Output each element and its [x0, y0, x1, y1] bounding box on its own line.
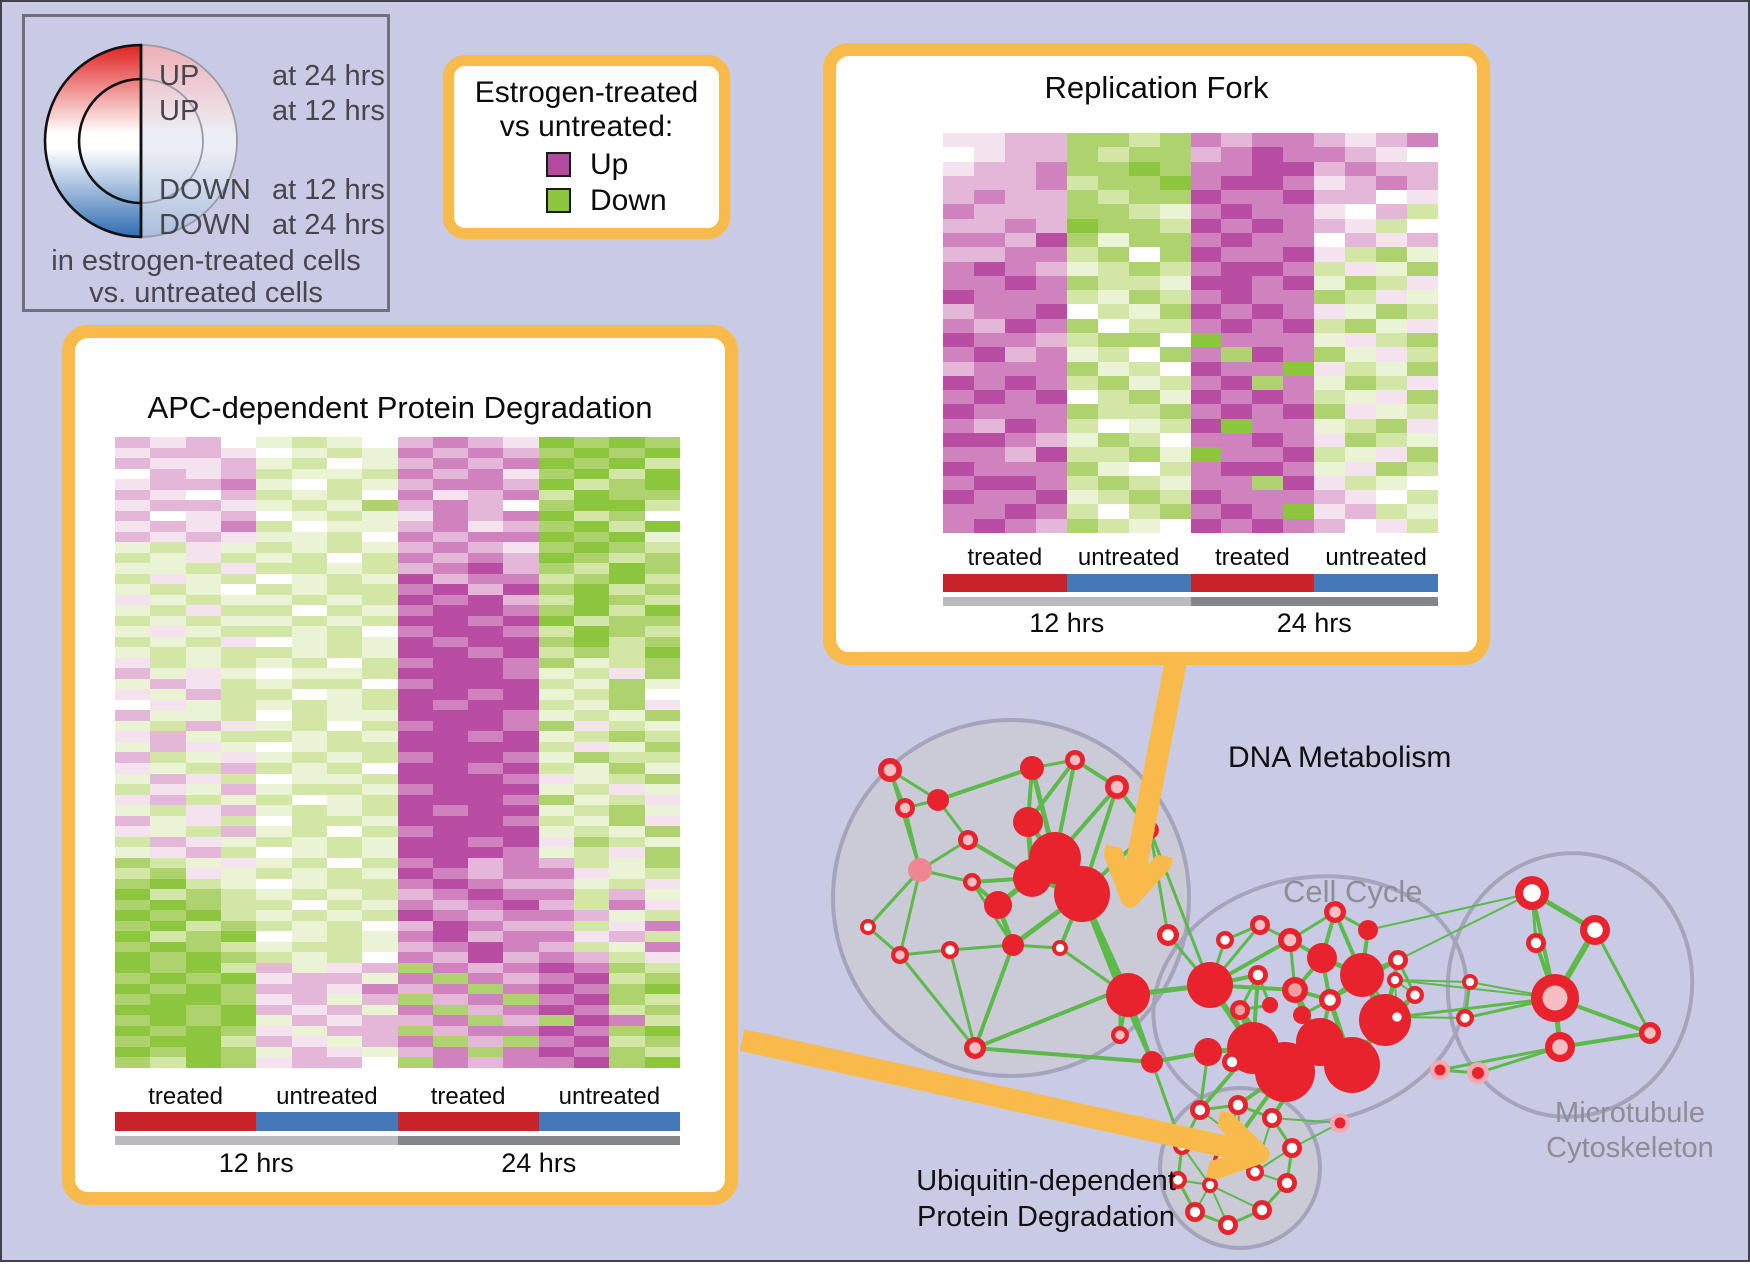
ring-word: UP	[159, 95, 200, 127]
ring-footer-line2: vs. untreated cells	[89, 277, 323, 309]
untreated-bar	[256, 1112, 398, 1131]
group-label-treated: treated	[967, 544, 1043, 571]
ubiquitin-label: Ubiquitin-dependent Protein Degradation	[886, 1163, 1206, 1235]
time-label-12hrs: 12 hrs	[1029, 608, 1105, 638]
ubiquitin-label-line1: Ubiquitin-dependent	[916, 1165, 1176, 1197]
panel-to-cluster-arrows	[739, 647, 1250, 1152]
24hr-bar	[397, 1136, 680, 1145]
group-label-untreated: untreated	[1325, 544, 1427, 571]
dna-metabolism-label: DNA Metabolism	[1228, 741, 1452, 774]
group-label-untreated: untreated	[1077, 544, 1180, 571]
replication-fork-title: Replication Fork	[1044, 70, 1269, 105]
ring-time: at 12 hrs	[272, 95, 385, 127]
treated-bar	[397, 1112, 539, 1131]
apc-time-colorbar	[115, 1136, 680, 1145]
time-label-24hrs: 24 hrs	[501, 1148, 577, 1178]
up-label: Up	[590, 148, 629, 181]
group-label-treated: treated	[430, 1083, 506, 1110]
microtubule-label-line1: Microtubule	[1555, 1097, 1705, 1129]
down-label: Down	[590, 184, 667, 217]
replication-fork-heatmap	[943, 133, 1438, 533]
ring-time: at 12 hrs	[272, 174, 385, 206]
apc-treatment-colorbar	[115, 1112, 680, 1131]
microtubule-cytoskeleton-label: Microtubule Cytoskeleton	[1535, 1096, 1725, 1166]
rf-group-labels: treated untreated treated untreated	[943, 544, 1438, 572]
apc-group-labels: treated untreated treated untreated	[115, 1083, 680, 1111]
24hr-bar	[1190, 597, 1438, 606]
ring-time: at 24 hrs	[272, 60, 385, 92]
rf-treatment-colorbar	[943, 574, 1438, 592]
replication-fork-panel: Replication Fork treated untreated treat…	[823, 43, 1490, 665]
ubiquitin-label-line2: Protein Degradation	[917, 1201, 1175, 1233]
group-label-untreated: untreated	[558, 1083, 661, 1110]
estrogen-legend-title-line2: vs untreated:	[499, 110, 674, 143]
ring-legend-box: UP at 24 hrs UP at 12 hrs DOWN at 12 hrs…	[22, 14, 390, 312]
estrogen-legend-box: Estrogen-treated vs untreated: Up Down	[443, 55, 730, 239]
ring-word: DOWN	[159, 174, 251, 206]
apc-time-labels: 12 hrs 24 hrs	[115, 1148, 680, 1179]
updown-ring-icon	[43, 43, 238, 239]
microtubule-label-line2: Cytoskeleton	[1546, 1132, 1714, 1164]
untreated-bar	[1314, 574, 1438, 592]
up-color-swatch	[546, 152, 571, 177]
12hr-bar	[943, 597, 1191, 606]
cell-cycle-label: Cell Cycle	[1283, 874, 1423, 909]
12hr-bar	[115, 1136, 398, 1145]
group-label-untreated: untreated	[276, 1083, 378, 1110]
apc-title: APC-dependent Protein Degradation	[147, 390, 653, 425]
down-color-swatch	[546, 188, 571, 213]
treated-bar	[115, 1112, 257, 1131]
untreated-bar	[538, 1112, 680, 1131]
treated-bar	[943, 574, 1067, 592]
network-nodes	[860, 750, 1661, 1235]
untreated-bar	[1066, 574, 1191, 592]
apc-heatmap	[115, 437, 680, 1068]
rf-time-labels: 12 hrs 24 hrs	[943, 608, 1438, 639]
group-label-treated: treated	[148, 1083, 223, 1110]
group-label-treated: treated	[1215, 544, 1290, 571]
ring-time: at 24 hrs	[272, 209, 385, 241]
ring-word: DOWN	[159, 209, 251, 241]
time-label-24hrs: 24 hrs	[1276, 608, 1352, 638]
rf-time-colorbar	[943, 597, 1438, 606]
treated-bar	[1190, 574, 1315, 592]
apc-panel: APC-dependent Protein Degradation treate…	[62, 325, 738, 1205]
estrogen-legend-title-line1: Estrogen-treated	[474, 76, 699, 109]
time-label-12hrs: 12 hrs	[218, 1148, 294, 1178]
ring-word: UP	[159, 60, 200, 92]
ring-footer-line1: in estrogen-treated cells	[51, 245, 361, 277]
